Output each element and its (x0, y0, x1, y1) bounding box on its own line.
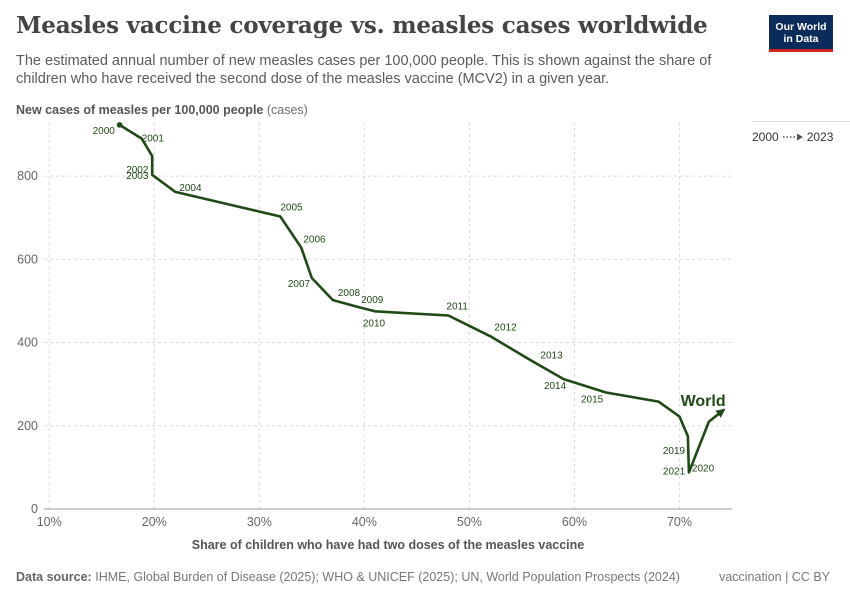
year-label-2009: 2009 (361, 295, 384, 306)
chart-subtitle: The estimated annual number of new measl… (16, 53, 712, 87)
data-source-label: Data source: (16, 570, 92, 584)
logo-line-1: Our World (775, 21, 827, 33)
y-tick-label-0: 0 (31, 502, 38, 516)
x-tick-label-30: 30% (247, 515, 272, 529)
y-axis-label: New cases of measles per 100,000 people … (16, 103, 308, 117)
year-label-2011: 2011 (446, 302, 468, 313)
series-end-arrow (715, 408, 726, 418)
year-label-2015: 2015 (581, 394, 604, 405)
legend-divider (752, 121, 850, 122)
legend-end-year: 2023 (806, 130, 834, 144)
x-tick-label-40: 40% (352, 515, 377, 529)
footer-credit[interactable]: vaccination | CC BY (719, 570, 830, 584)
data-source-text: IHME, Global Burden of Disease (2025); W… (95, 570, 680, 584)
year-label-2000: 2000 (93, 126, 116, 137)
legend-start-year: 2000 (752, 130, 779, 144)
y-tick-label-200: 200 (17, 419, 38, 433)
x-tick-label-60: 60% (562, 515, 587, 529)
series-label-world: World (681, 393, 726, 410)
y-axis-label-unit: (cases) (266, 103, 308, 117)
y-tick-label-400: 400 (17, 336, 38, 350)
legend-arrow-icon (782, 130, 804, 144)
year-label-2013: 2013 (540, 350, 563, 361)
owid-logo[interactable]: Our World in Data (769, 15, 833, 52)
x-tick-label-50: 50% (457, 515, 482, 529)
year-label-2019: 2019 (663, 446, 686, 457)
series-line-world (118, 123, 725, 474)
year-label-2003: 2003 (126, 171, 149, 182)
chart-title: Measles vaccine coverage vs. measles cas… (16, 12, 708, 39)
x-tick-label-70: 70% (667, 515, 692, 529)
data-source: Data source: IHME, Global Burden of Dise… (16, 570, 680, 584)
y-tick-label-600: 600 (17, 252, 38, 266)
x-tick-label-20: 20% (142, 515, 167, 529)
year-label-2008: 2008 (338, 288, 361, 299)
logo-line-2: in Data (783, 33, 819, 45)
year-label-2001: 2001 (142, 134, 165, 145)
year-label-2021: 2021 (663, 466, 686, 477)
year-label-2005: 2005 (280, 202, 303, 213)
x-tick-label-10: 10% (37, 515, 62, 529)
time-legend: 2000 2023 (752, 130, 833, 144)
series-start-marker (116, 122, 123, 128)
y-tick-label-800: 800 (17, 169, 38, 183)
year-label-2010: 2010 (363, 318, 386, 329)
x-axis-title: Share of children who have had two doses… (192, 538, 585, 552)
year-label-2014: 2014 (544, 381, 567, 392)
year-label-2007: 2007 (288, 279, 311, 290)
year-label-2002: 2002 (126, 165, 149, 176)
y-axis-label-bold: New cases of measles per 100,000 people (16, 103, 264, 117)
year-label-2004: 2004 (179, 183, 202, 194)
year-label-2006: 2006 (303, 235, 326, 246)
year-label-2012: 2012 (494, 322, 517, 333)
year-label-2020: 2020 (692, 463, 715, 474)
